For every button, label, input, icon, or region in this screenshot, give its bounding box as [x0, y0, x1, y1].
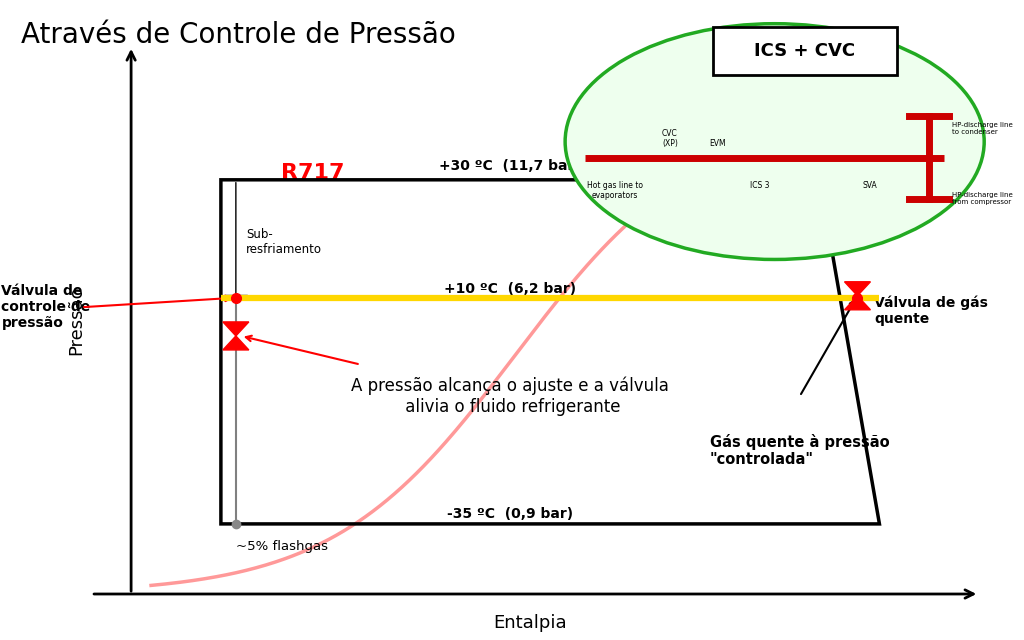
- Text: +10 ºC  (6,2 bar): +10 ºC (6,2 bar): [444, 282, 577, 296]
- Text: A pressão alcança o ajuste e a válvula
 alivia o fluido refrigerante: A pressão alcança o ajuste e a válvula a…: [351, 377, 670, 416]
- Text: Através de Controle de Pressão: Através de Controle de Pressão: [22, 20, 456, 49]
- Text: CVC
(XP): CVC (XP): [662, 129, 678, 148]
- Text: Válvula de gás
quente: Válvula de gás quente: [874, 295, 988, 326]
- Polygon shape: [223, 336, 249, 350]
- Text: HP-discharge line
from compressor: HP-discharge line from compressor: [952, 193, 1013, 205]
- Text: -35 ºC  (0,9 bar): -35 ºC (0,9 bar): [447, 508, 573, 522]
- Text: SVA: SVA: [862, 181, 877, 190]
- Text: Sub-
resfriamento: Sub- resfriamento: [246, 228, 322, 256]
- Text: EVM: EVM: [710, 139, 726, 148]
- Text: Gás quente à pressão
"controlada": Gás quente à pressão "controlada": [710, 434, 890, 467]
- Text: ~5% flashgas: ~5% flashgas: [236, 540, 328, 553]
- Text: +30 ºC  (11,7 bar): +30 ºC (11,7 bar): [439, 159, 582, 173]
- Text: ICS 3: ICS 3: [750, 181, 769, 190]
- Text: ( ~ 7,7 bar): ( ~ 7,7 bar): [735, 211, 808, 225]
- Text: Entalpia: Entalpia: [494, 614, 567, 632]
- Text: HP-discharge line
to condenser: HP-discharge line to condenser: [952, 122, 1013, 135]
- Text: Válvula de
controle de
pressão: Válvula de controle de pressão: [1, 284, 91, 330]
- Text: ICS + CVC: ICS + CVC: [754, 42, 855, 60]
- Polygon shape: [223, 322, 249, 336]
- Text: Hot gas line to
evaporators: Hot gas line to evaporators: [587, 181, 643, 200]
- Text: Pressão: Pressão: [68, 285, 85, 355]
- Polygon shape: [845, 296, 870, 310]
- Polygon shape: [845, 282, 870, 296]
- FancyBboxPatch shape: [713, 27, 897, 75]
- Text: R717: R717: [281, 163, 344, 184]
- Ellipse shape: [565, 24, 984, 259]
